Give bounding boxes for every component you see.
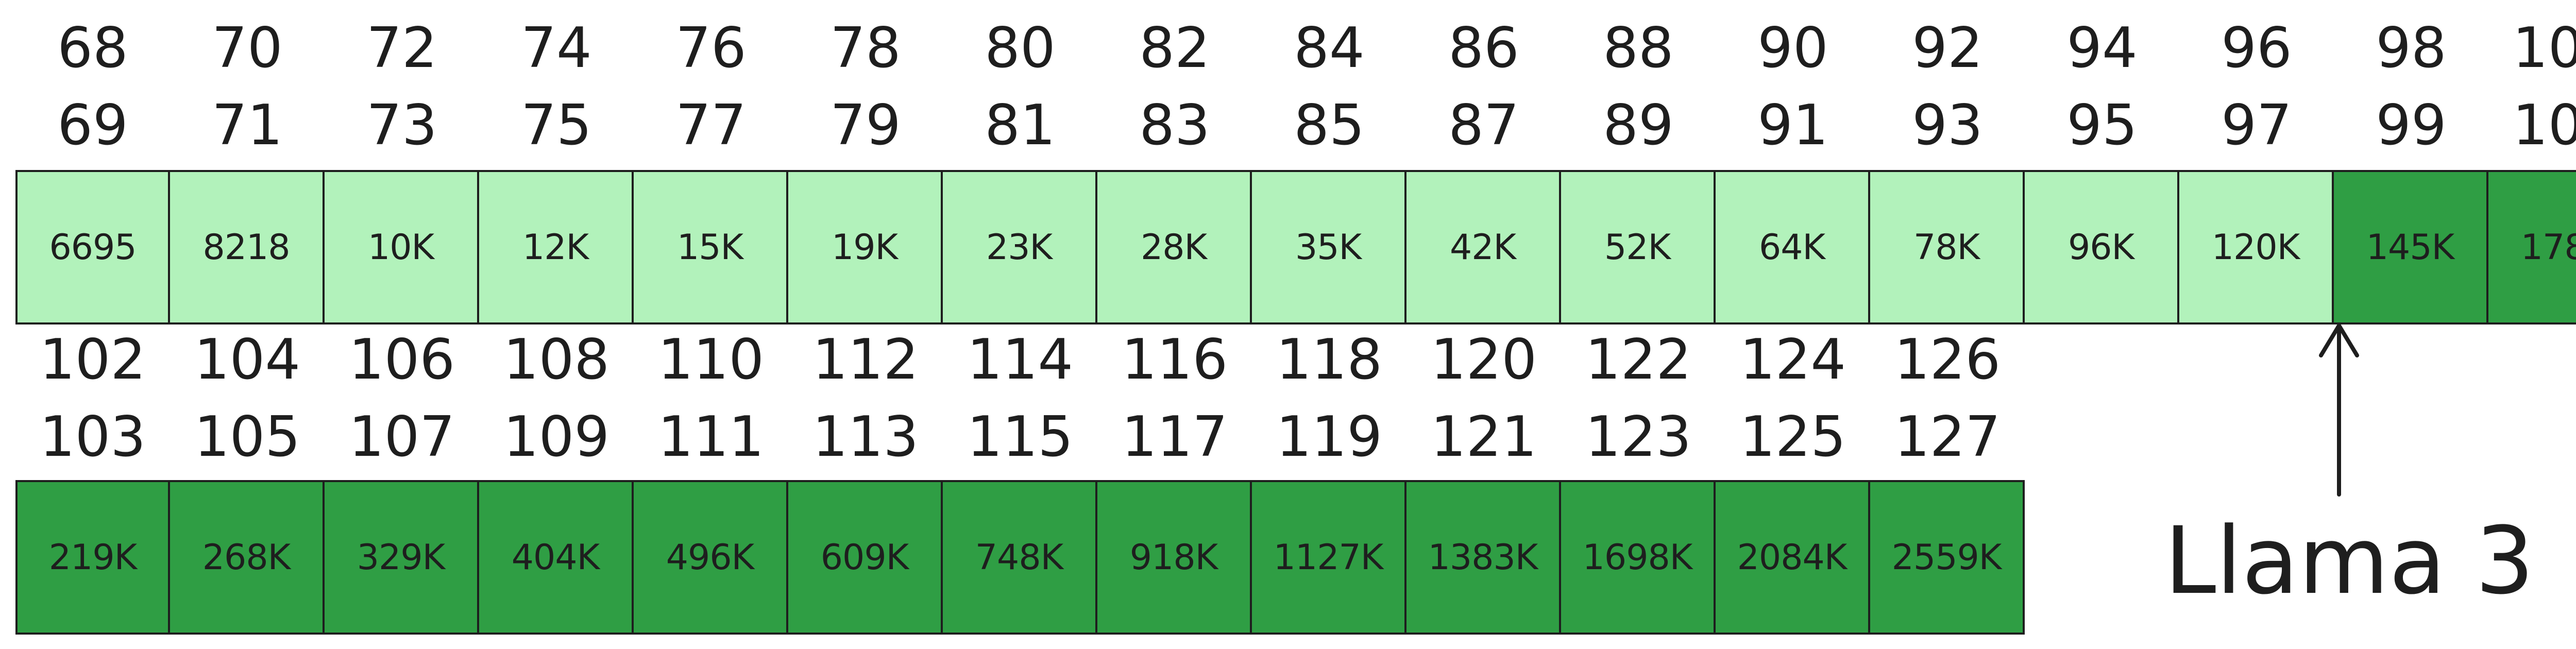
range-end-label: 103 (39, 405, 146, 469)
range-end-label: 111 (657, 405, 765, 469)
range-start-label: 100 (2512, 16, 2576, 80)
range-end-label: 75 (521, 93, 592, 158)
range-end-label: 77 (675, 93, 747, 158)
range-end-label: 83 (1139, 93, 1210, 158)
arrow-head (2319, 323, 2359, 357)
range-end-label: 79 (830, 93, 901, 158)
range-end-label: 73 (366, 93, 437, 158)
range-start-label: 72 (366, 16, 437, 80)
range-end-label: 71 (212, 93, 283, 158)
range-start-label: 82 (1139, 16, 1210, 80)
range-start-label: 88 (1603, 16, 1674, 80)
range-end-label: 113 (812, 405, 919, 469)
range-end-label: 101 (2512, 93, 2576, 158)
range-end-label: 99 (2376, 93, 2447, 158)
range-end-label: 105 (194, 405, 301, 469)
range-start-label: 120 (1430, 328, 1537, 392)
range-start-label: 106 (348, 328, 455, 392)
range-start-label: 118 (1276, 328, 1383, 392)
range-start-label: 76 (675, 16, 747, 80)
range-start-label: 78 (830, 16, 901, 80)
range-start-label: 68 (57, 16, 128, 80)
range-start-label: 104 (194, 328, 301, 392)
range-start-label: 102 (39, 328, 146, 392)
range-start-label: 122 (1585, 328, 1692, 392)
range-end-label: 115 (967, 405, 1074, 469)
range-end-label: 117 (1121, 405, 1228, 469)
range-end-label: 107 (348, 405, 455, 469)
range-start-label: 114 (967, 328, 1074, 392)
range-start-label: 124 (1739, 328, 1846, 392)
range-start-label: 90 (1757, 16, 1828, 80)
range-end-label: 119 (1276, 405, 1383, 469)
range-end-label: 81 (985, 93, 1056, 158)
range-start-label: 70 (212, 16, 283, 80)
range-start-label: 98 (2376, 16, 2447, 80)
range-end-label: 85 (1294, 93, 1365, 158)
range-end-label: 89 (1603, 93, 1674, 158)
value-cell: 15K (634, 170, 788, 324)
range-start-label: 126 (1894, 328, 2001, 392)
range-start-label: 92 (1912, 16, 1983, 80)
range-start-label: 112 (812, 328, 919, 392)
value-cell: 28K (1097, 170, 1252, 324)
range-start-label: 108 (503, 328, 610, 392)
range-start-label: 74 (521, 16, 592, 80)
range-end-label: 91 (1757, 93, 1828, 158)
range-start-label: 116 (1121, 328, 1228, 392)
range-end-label: 127 (1894, 405, 2001, 469)
range-start-label: 96 (2221, 16, 2292, 80)
range-start-label: 80 (985, 16, 1056, 80)
llama-3-label: Llama 3 (2164, 507, 2534, 615)
range-start-label: 86 (1448, 16, 1519, 80)
range-start-label: 94 (2066, 16, 2138, 80)
range-start-label: 110 (657, 328, 765, 392)
range-end-label: 87 (1448, 93, 1519, 158)
range-end-label: 97 (2221, 93, 2292, 158)
range-end-label: 95 (2066, 93, 2138, 158)
range-end-label: 121 (1430, 405, 1537, 469)
range-end-label: 123 (1585, 405, 1692, 469)
range-end-label: 69 (57, 93, 128, 158)
range-end-label: 125 (1739, 405, 1846, 469)
range-end-label: 93 (1912, 93, 1983, 158)
range-end-label: 109 (503, 405, 610, 469)
range-start-label: 84 (1294, 16, 1365, 80)
